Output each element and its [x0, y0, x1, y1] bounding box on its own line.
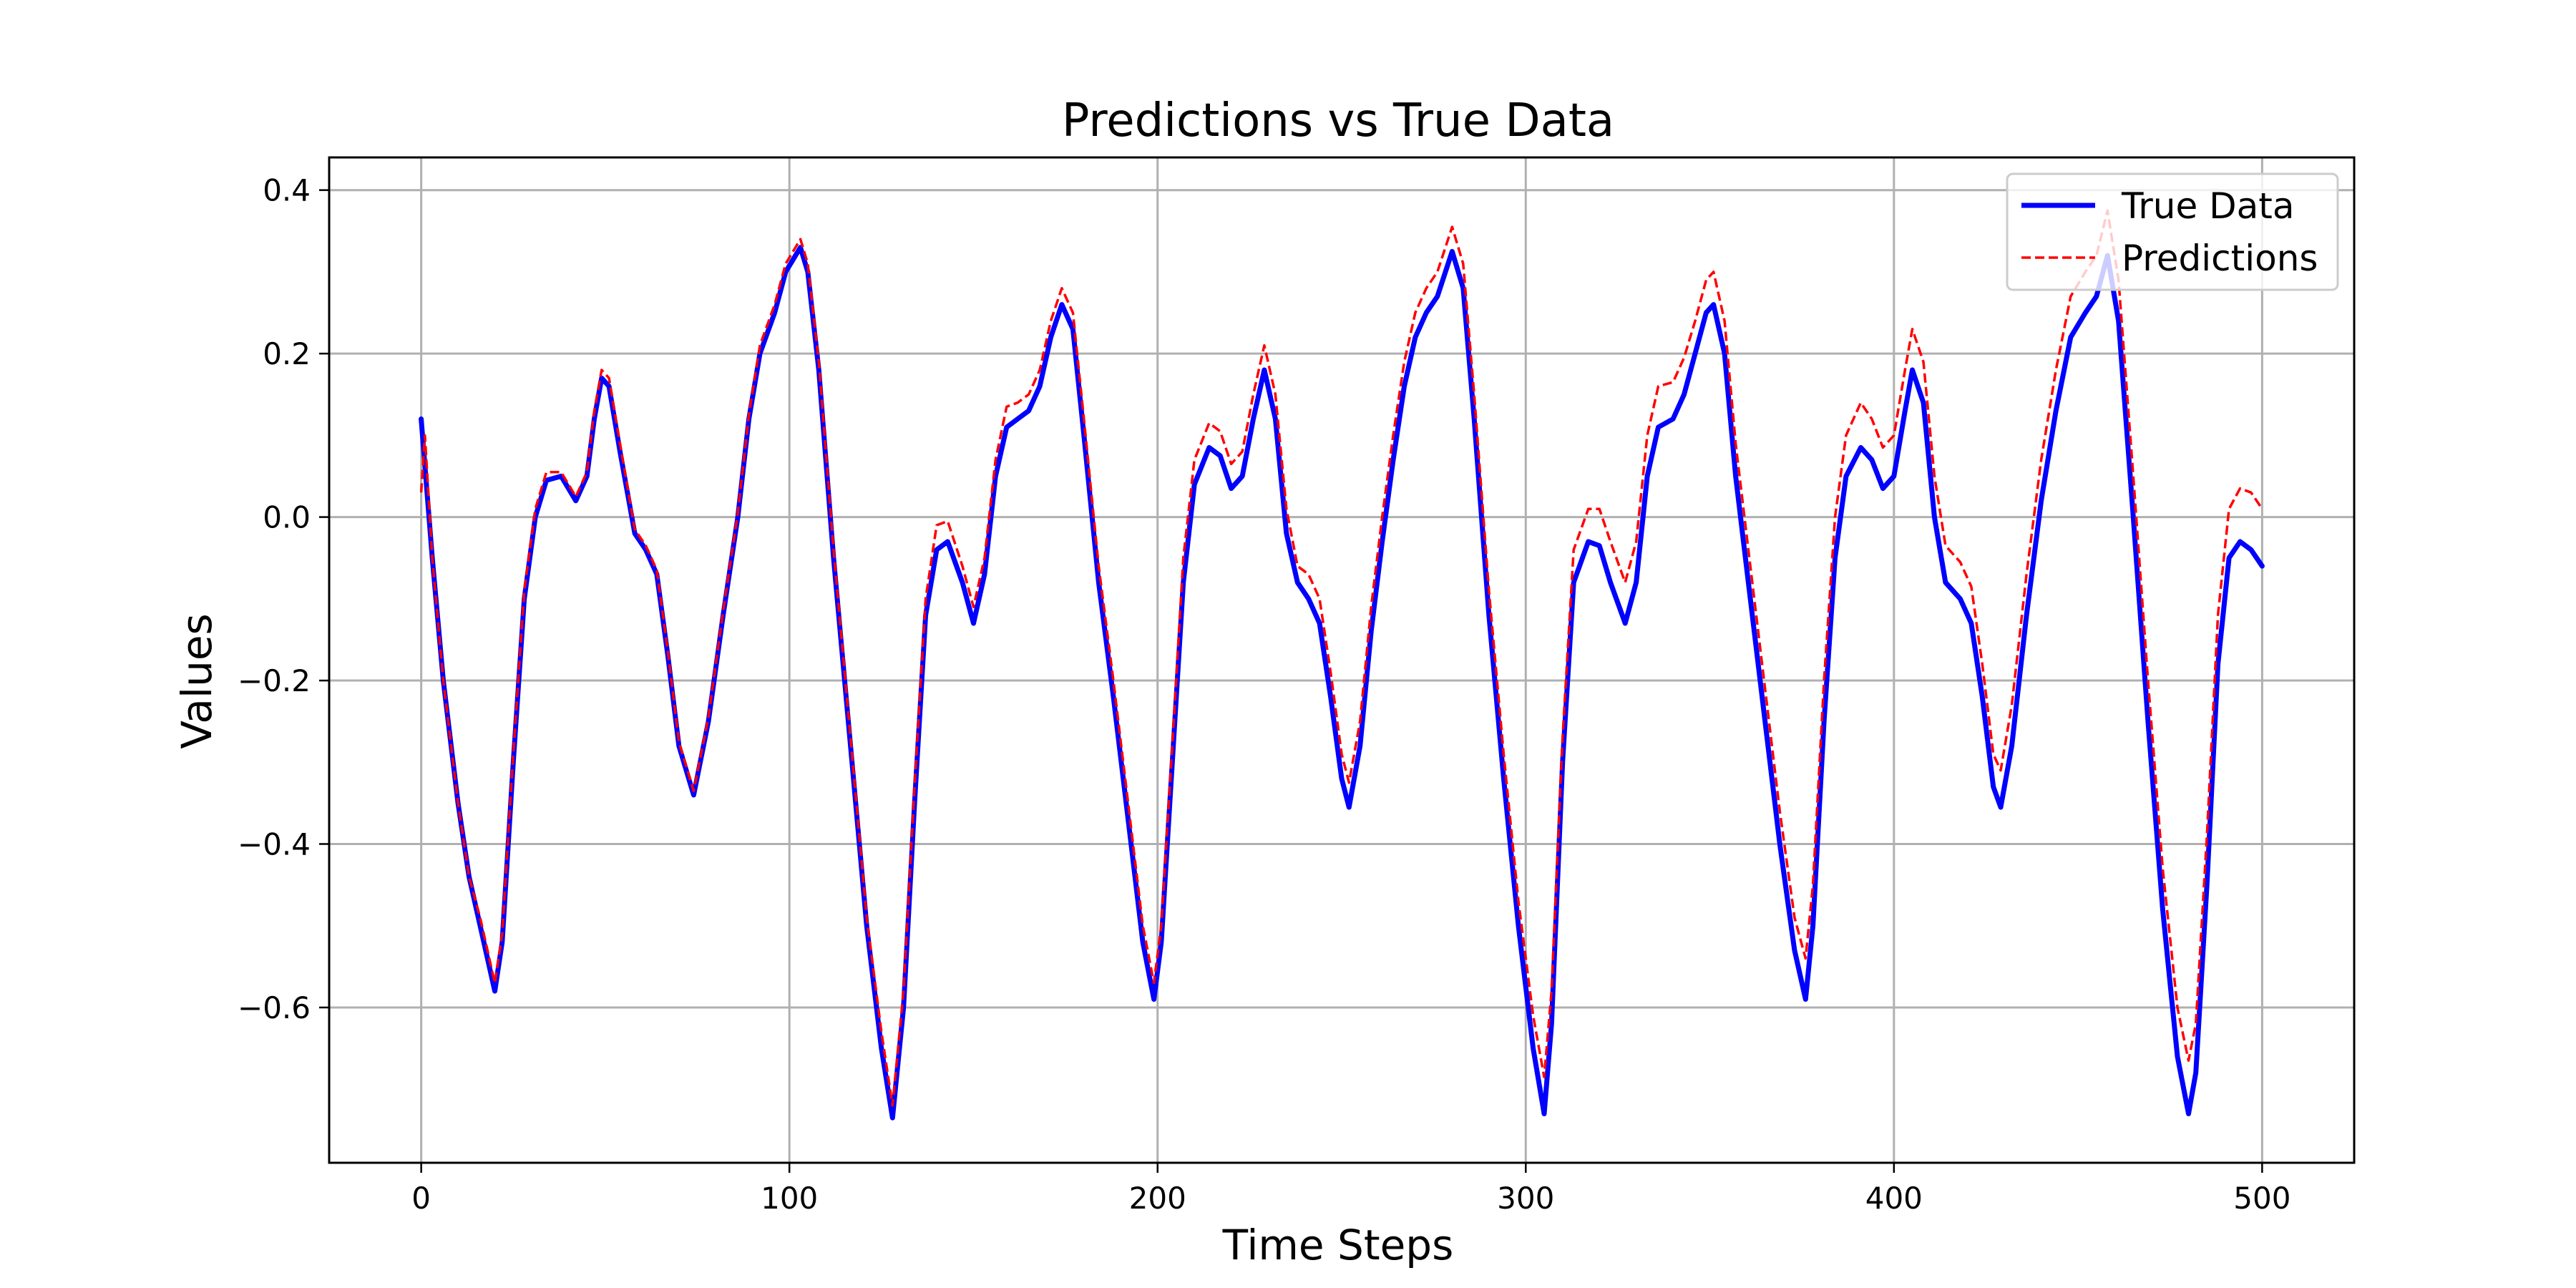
grid: [329, 157, 2354, 1163]
legend: True Data Predictions: [2006, 172, 2339, 291]
legend-label-predictions: Predictions: [2122, 238, 2318, 279]
x-tick-label: 500: [2233, 1181, 2290, 1216]
y-tick-label: 0.0: [263, 500, 311, 535]
series-line-predictions: [419, 209, 2263, 1107]
y-axis-label: Values: [172, 613, 221, 749]
x-tick-label: 200: [1129, 1181, 1186, 1216]
y-tick-label: −0.2: [238, 663, 311, 698]
axis-ticks: 0 100 200 300 400 500 −0.6 −0.4 −0.2 0.0 0.2 0.4: [238, 173, 2290, 1216]
x-tick-label: 400: [1865, 1181, 1923, 1216]
x-tick-label: 0: [411, 1181, 431, 1216]
legend-label-true-data: True Data: [2121, 185, 2294, 227]
series-lines: [419, 209, 2265, 1121]
y-tick-label: −0.4: [238, 827, 311, 862]
y-tick-label: −0.6: [238, 990, 311, 1025]
x-tick-label: 300: [1497, 1181, 1554, 1216]
plot-area-frame: [328, 156, 2356, 1164]
chart-title: Predictions vs True Data: [1062, 94, 1614, 147]
x-tick-label: 100: [761, 1181, 818, 1216]
x-axis-label: Time Steps: [1222, 1221, 1454, 1269]
y-tick-label: 0.4: [263, 173, 311, 208]
y-tick-label: 0.2: [263, 336, 311, 371]
